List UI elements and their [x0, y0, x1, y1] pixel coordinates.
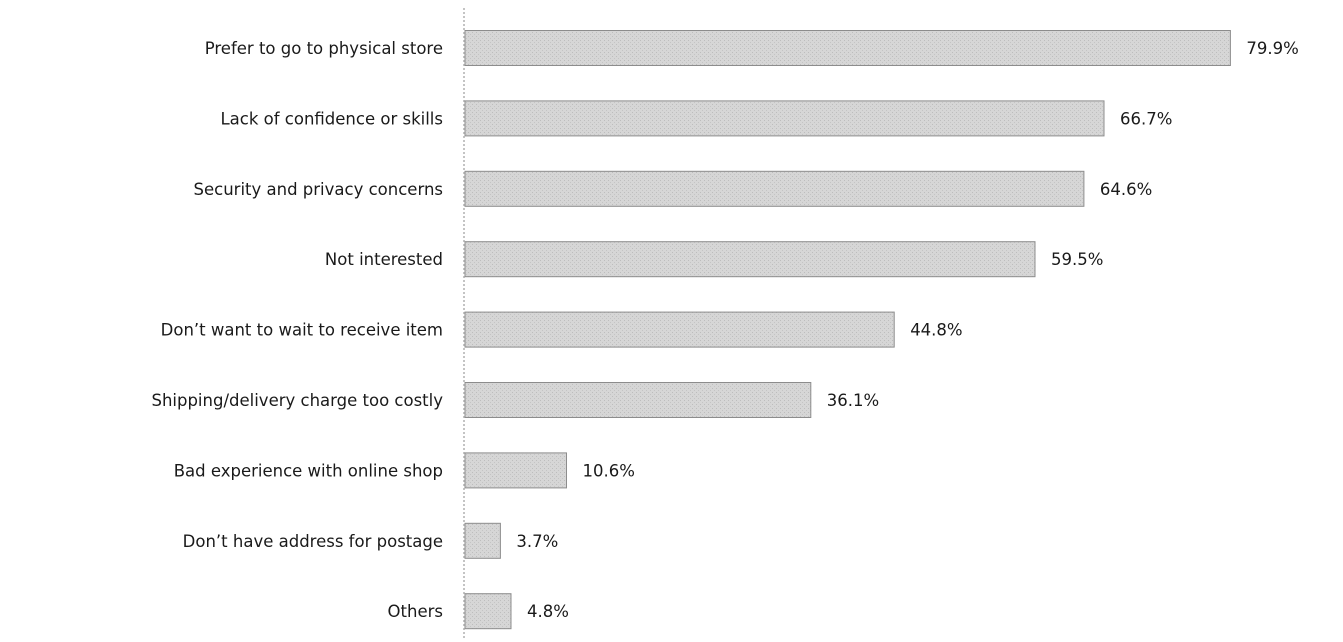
category-label-3: Not interested — [325, 250, 443, 269]
value-label-2: 64.6% — [1100, 180, 1152, 199]
bar-2 — [464, 170, 1085, 207]
bar-7 — [464, 522, 501, 559]
bar-8 — [464, 593, 512, 630]
bar-3 — [464, 241, 1036, 278]
category-label-2: Security and privacy concerns — [194, 180, 443, 199]
value-label-5: 36.1% — [827, 391, 879, 410]
bar-1 — [464, 100, 1105, 137]
bar-6 — [464, 452, 567, 489]
bar-0 — [464, 30, 1231, 66]
value-label-1: 66.7% — [1120, 109, 1172, 128]
category-label-6: Bad experience with online shop — [174, 461, 443, 480]
value-label-3: 59.5% — [1051, 250, 1103, 269]
bar-5 — [464, 382, 812, 418]
bar-4 — [464, 311, 895, 348]
category-labels: Prefer to go to physical store Lack of co… — [151, 39, 443, 621]
category-label-0: Prefer to go to physical store — [205, 39, 443, 58]
category-label-5: Shipping/delivery charge too costly — [151, 391, 443, 410]
category-label-4: Don’t want to wait to receive item — [161, 321, 443, 340]
value-label-8: 4.8% — [527, 602, 569, 621]
value-label-4: 44.8% — [910, 321, 962, 340]
category-label-1: Lack of confidence or skills — [220, 109, 443, 128]
value-labels: 79.9% 66.7% 64.6% 59.5% 44.8% 36.1% 10.6% 3.7% 4… — [516, 39, 1298, 621]
value-label-6: 10.6% — [583, 461, 635, 480]
category-label-8: Others — [388, 602, 443, 621]
category-label-7: Don’t have address for postage — [183, 532, 443, 551]
value-label-0: 79.9% — [1246, 39, 1298, 58]
bars-layer — [464, 30, 1231, 630]
value-label-7: 3.7% — [516, 532, 558, 551]
